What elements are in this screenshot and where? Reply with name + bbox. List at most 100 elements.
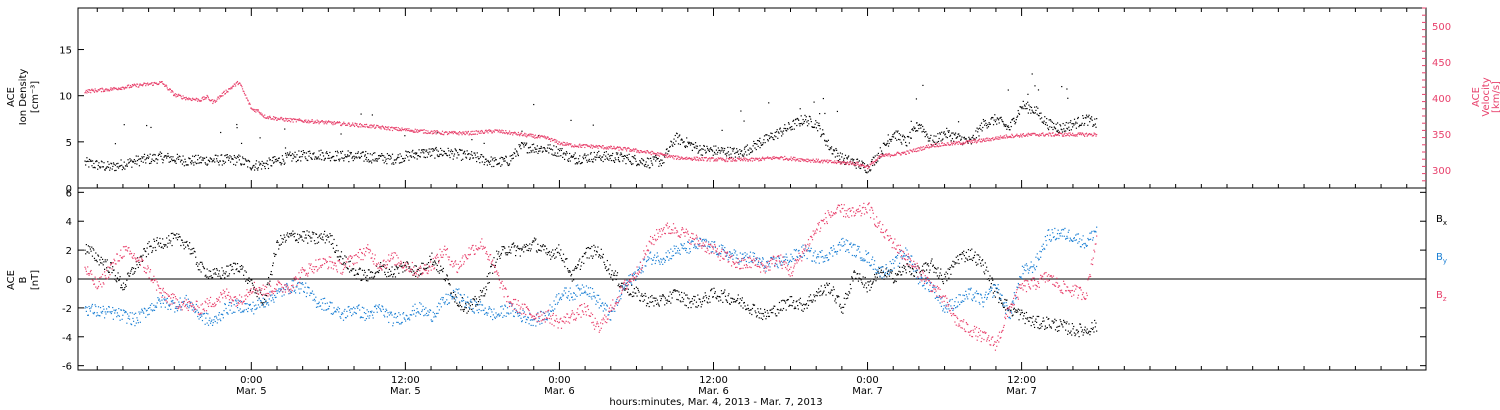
density-point	[507, 164, 509, 167]
bx-point	[800, 303, 802, 305]
velocity-point	[814, 160, 816, 162]
velocity-point	[816, 161, 818, 163]
density-point	[1008, 126, 1010, 129]
velocity-point	[128, 84, 130, 86]
density-point	[883, 142, 885, 144]
density-point	[730, 153, 732, 155]
density-point	[198, 162, 200, 164]
density-point	[619, 161, 621, 163]
density-point	[185, 164, 187, 166]
velocity-point	[111, 87, 113, 90]
density-point	[712, 150, 714, 152]
bx-point	[869, 280, 872, 282]
bx-point	[318, 235, 320, 237]
bx-point	[437, 270, 439, 273]
velocity-point	[589, 145, 591, 148]
density-point	[585, 155, 587, 157]
velocity-point	[1080, 133, 1082, 135]
bx-point	[805, 303, 808, 305]
velocity-point	[565, 143, 567, 145]
density-point	[1066, 128, 1069, 130]
velocity-point	[492, 130, 494, 132]
velocity-point	[777, 157, 779, 159]
density-point	[799, 125, 801, 127]
bx-point	[849, 283, 851, 286]
bx-point	[110, 262, 112, 264]
velocity-point	[194, 98, 196, 101]
by-point	[110, 311, 112, 313]
bx-point	[568, 271, 570, 273]
density-point	[960, 139, 962, 141]
velocity-point	[528, 135, 530, 137]
velocity-point	[404, 128, 406, 130]
bx-point	[744, 305, 746, 307]
velocity-point	[470, 134, 473, 136]
density-point	[419, 155, 421, 158]
bx-point	[1018, 319, 1020, 321]
density-point	[546, 147, 549, 149]
bx-point	[230, 263, 232, 266]
velocity-point	[751, 157, 753, 159]
density-point	[1082, 117, 1084, 119]
bx-point	[575, 267, 577, 270]
density-point	[647, 164, 649, 166]
bx-point	[629, 294, 631, 296]
bx-point	[651, 301, 654, 303]
density-point	[770, 132, 772, 134]
bx-point	[141, 256, 143, 258]
bx-point	[664, 304, 666, 306]
density-point	[146, 124, 148, 127]
velocity-point	[223, 90, 225, 92]
velocity-point	[563, 144, 565, 146]
bx-point	[413, 270, 415, 272]
by-point	[90, 307, 92, 309]
density-point	[259, 162, 261, 165]
velocity-point	[693, 156, 695, 158]
velocity-point	[457, 132, 459, 134]
velocity-point	[625, 148, 627, 150]
bx-point	[558, 252, 561, 254]
bx-point	[419, 267, 421, 269]
by-point	[99, 306, 102, 309]
velocity-point	[773, 155, 775, 158]
density-point	[310, 158, 313, 160]
velocity-point	[904, 151, 906, 153]
density-point	[232, 158, 234, 160]
bx-point	[585, 251, 587, 254]
bx-point	[940, 268, 942, 270]
bx-point	[461, 297, 463, 299]
density-point	[1068, 129, 1071, 131]
density-point	[586, 159, 588, 161]
density-point	[838, 155, 840, 157]
bx-point	[519, 255, 521, 257]
bx-point	[788, 304, 791, 306]
density-point	[307, 159, 309, 162]
bx-point	[722, 292, 725, 294]
bx-point	[1038, 328, 1040, 330]
bx-point	[1023, 315, 1025, 317]
bx-point	[315, 233, 317, 235]
density-point	[666, 148, 668, 150]
bx-point	[178, 233, 180, 235]
density-point	[458, 148, 461, 151]
velocity-point	[162, 83, 165, 85]
velocity-point	[293, 118, 295, 120]
velocity-point	[673, 158, 675, 160]
bx-point	[689, 301, 691, 303]
density-point	[427, 153, 430, 155]
velocity-point	[759, 159, 761, 162]
density-point	[362, 151, 364, 153]
velocity-point	[248, 102, 251, 104]
velocity-point	[462, 131, 464, 133]
bx-point	[268, 284, 270, 286]
bx-point	[865, 282, 867, 284]
bx-point	[494, 264, 496, 267]
density-point	[294, 151, 296, 153]
bx-point	[1011, 315, 1013, 317]
velocity-point	[650, 154, 652, 156]
density-point	[868, 169, 871, 171]
velocity-point	[1076, 135, 1078, 137]
bx-point	[960, 253, 962, 255]
bx-point	[341, 263, 343, 265]
